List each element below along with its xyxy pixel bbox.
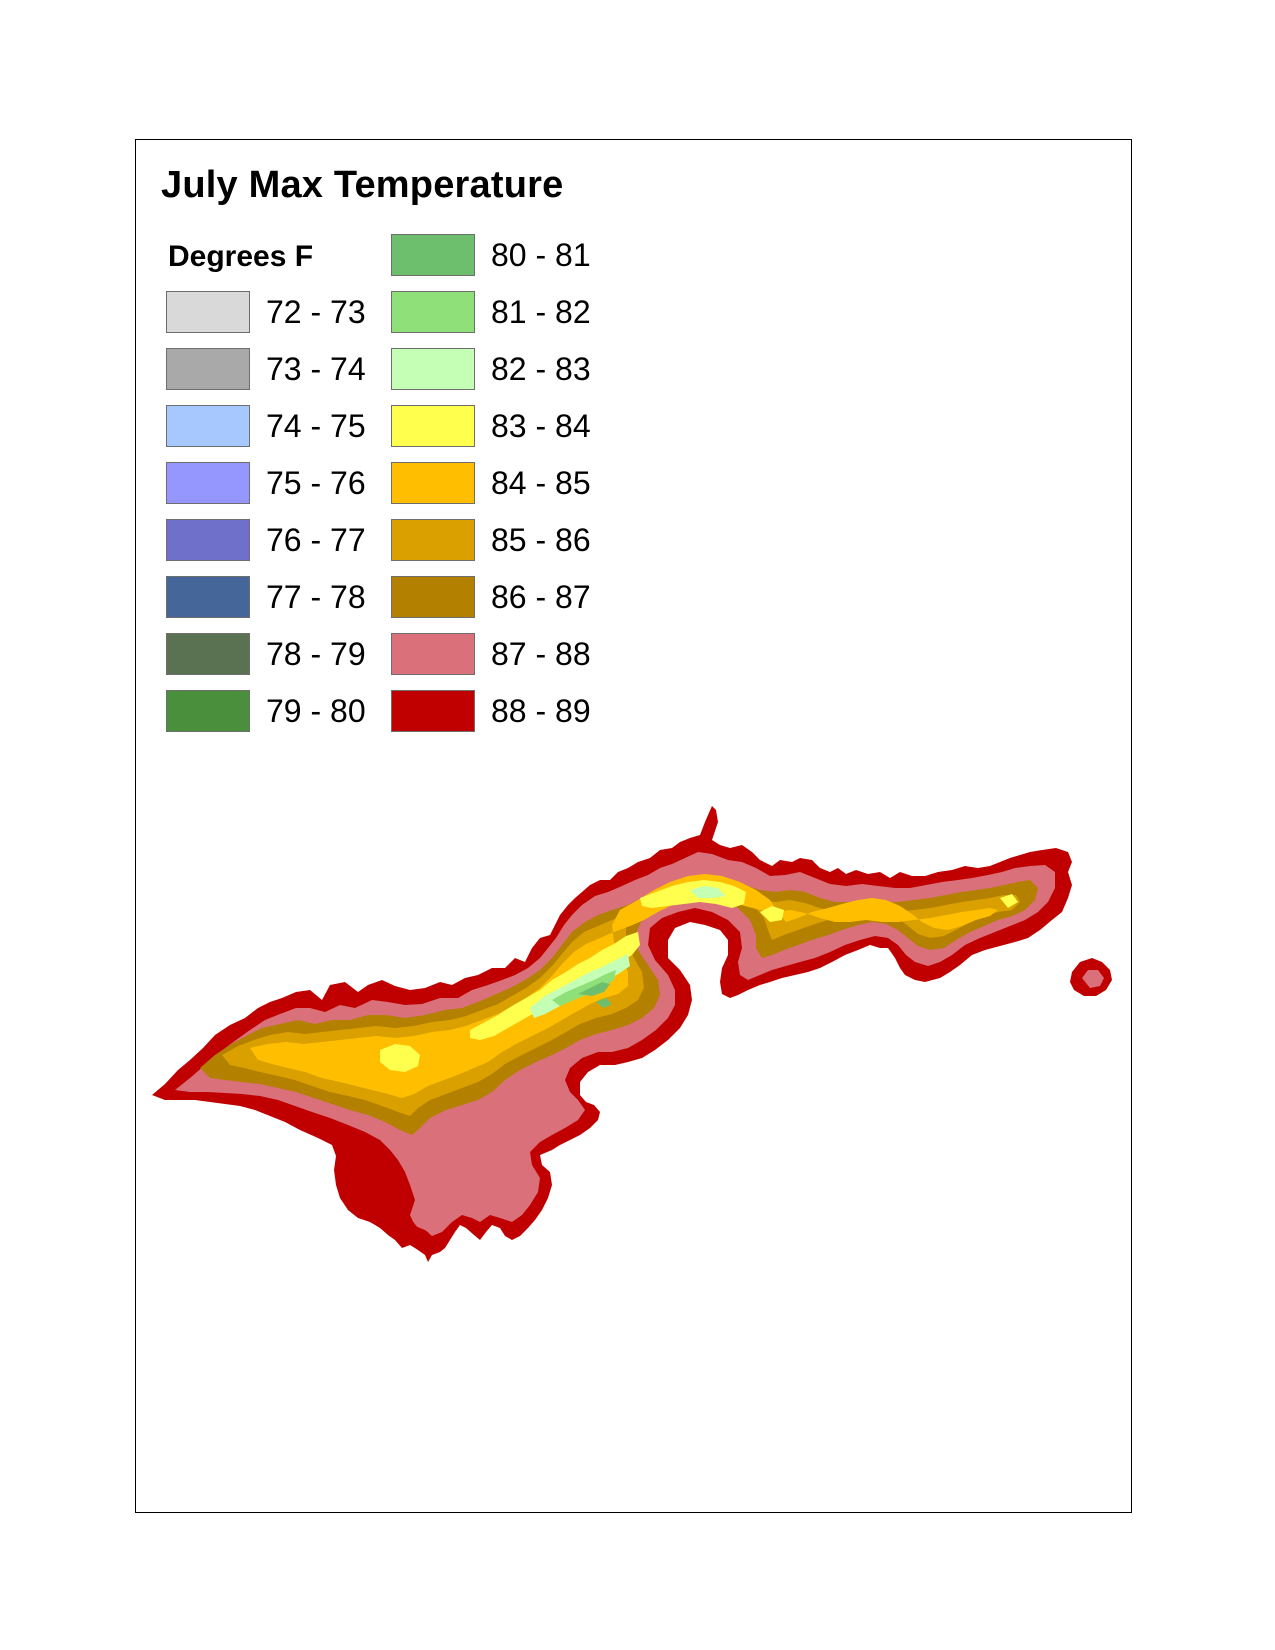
legend-item: 82 - 83 bbox=[391, 348, 621, 392]
legend-label: 74 - 75 bbox=[266, 408, 366, 444]
zone-80-81 bbox=[578, 982, 612, 1008]
legend-label: 83 - 84 bbox=[491, 408, 591, 444]
legend-item: 77 - 78 bbox=[166, 576, 396, 620]
legend-label: 75 - 76 bbox=[266, 465, 366, 501]
legend-label: 82 - 83 bbox=[491, 351, 591, 387]
legend-item: 87 - 88 bbox=[391, 633, 621, 677]
legend-swatch bbox=[391, 462, 475, 504]
legend-item: 76 - 77 bbox=[166, 519, 396, 563]
legend-item: 85 - 86 bbox=[391, 519, 621, 563]
legend-swatch bbox=[391, 519, 475, 561]
legend-swatch bbox=[391, 234, 475, 276]
legend-swatch bbox=[391, 291, 475, 333]
legend-label: 87 - 88 bbox=[491, 636, 591, 672]
legend-label: 85 - 86 bbox=[491, 522, 591, 558]
legend-swatch bbox=[166, 633, 250, 675]
legend-swatch bbox=[166, 462, 250, 504]
legend-units-title: Degrees F bbox=[168, 240, 314, 273]
legend-item: 84 - 85 bbox=[391, 462, 621, 506]
legend-item: 78 - 79 bbox=[166, 633, 396, 677]
legend-swatch bbox=[391, 690, 475, 732]
legend-label: 88 - 89 bbox=[491, 693, 591, 729]
legend-label: 76 - 77 bbox=[266, 522, 366, 558]
legend-item: 86 - 87 bbox=[391, 576, 621, 620]
legend-label: 81 - 82 bbox=[491, 294, 591, 330]
legend-label: 72 - 73 bbox=[266, 294, 366, 330]
legend-item: 75 - 76 bbox=[166, 462, 396, 506]
zone-87-88 bbox=[175, 852, 1055, 1236]
zone-81-82 bbox=[552, 970, 616, 1006]
map-frame: July Max Temperature Degrees F 72 - 73 7… bbox=[135, 139, 1132, 1513]
zone-82-83 bbox=[530, 886, 726, 1018]
legend-item: 80 - 81 bbox=[391, 234, 621, 278]
legend-item: 72 - 73 bbox=[166, 291, 396, 335]
legend-swatch bbox=[166, 576, 250, 618]
legend-swatch bbox=[166, 405, 250, 447]
legend-item: 79 - 80 bbox=[166, 690, 396, 734]
legend-item: 74 - 75 bbox=[166, 405, 396, 449]
zone-88-89-lobe bbox=[336, 1125, 432, 1252]
legend-label: 80 - 81 bbox=[491, 237, 591, 273]
legend-swatch bbox=[166, 348, 250, 390]
legend-label: 73 - 74 bbox=[266, 351, 366, 387]
legend-item: 83 - 84 bbox=[391, 405, 621, 449]
legend-swatch bbox=[166, 690, 250, 732]
legend-swatch bbox=[391, 348, 475, 390]
map-title: July Max Temperature bbox=[161, 164, 564, 206]
island-main bbox=[152, 806, 1072, 1262]
legend-label: 84 - 85 bbox=[491, 465, 591, 501]
legend-item: 81 - 82 bbox=[391, 291, 621, 335]
legend-label: 79 - 80 bbox=[266, 693, 366, 729]
legend-swatch bbox=[391, 633, 475, 675]
zone-84-85 bbox=[250, 874, 998, 1098]
legend-label: 86 - 87 bbox=[491, 579, 591, 615]
legend-item: 73 - 74 bbox=[166, 348, 396, 392]
legend-label: 77 - 78 bbox=[266, 579, 366, 615]
legend-label: 78 - 79 bbox=[266, 636, 366, 672]
legend-swatch bbox=[391, 576, 475, 618]
zone-87-88-east bbox=[1082, 970, 1104, 988]
legend-swatch bbox=[166, 291, 250, 333]
legend-item: 88 - 89 bbox=[391, 690, 621, 734]
legend-swatch bbox=[391, 405, 475, 447]
legend-swatch bbox=[166, 519, 250, 561]
island-east bbox=[1070, 958, 1112, 996]
